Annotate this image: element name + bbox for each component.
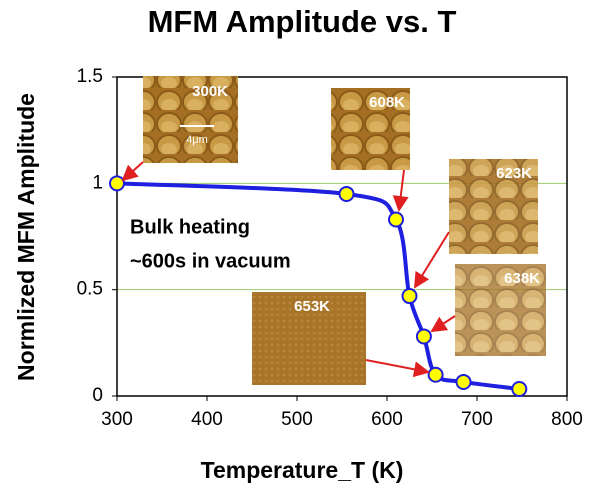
plot-frame xyxy=(116,76,568,397)
y-tick-label: 0.5 xyxy=(77,279,103,300)
chart-title: MFM Amplitude vs. T xyxy=(148,4,457,39)
x-tick-label: 300 xyxy=(101,409,133,430)
inset-image xyxy=(252,292,366,385)
y-tick-label: 1.5 xyxy=(77,66,103,87)
inset-image xyxy=(449,159,538,254)
inset-image xyxy=(331,88,410,170)
annotation: ~600s in vacuum xyxy=(130,250,291,272)
x-tick-label: 500 xyxy=(281,409,313,430)
annotation: 608K xyxy=(369,94,405,111)
marker xyxy=(388,211,404,228)
marker xyxy=(109,175,125,192)
annotation: 623K xyxy=(496,165,532,182)
x-axis-label: Temperature_T (K) xyxy=(201,457,404,483)
marker xyxy=(338,185,355,202)
x-tick-label: 700 xyxy=(461,409,493,430)
annotation: 300K xyxy=(192,83,228,100)
marker xyxy=(455,373,472,390)
y-tick-label: 1 xyxy=(92,172,103,193)
annotation: 4μm xyxy=(186,134,208,146)
x-tick-label: 400 xyxy=(191,409,223,430)
x-tick-label: 800 xyxy=(551,409,583,430)
x-tick-label: 600 xyxy=(371,409,403,430)
arrows xyxy=(121,161,456,378)
marker xyxy=(401,288,418,305)
marker xyxy=(427,366,444,383)
y-tick-label: 0 xyxy=(92,385,103,406)
insets: 300K 4μm 608K 623K 638K 653K xyxy=(121,76,546,385)
marker xyxy=(415,328,432,345)
inset-image xyxy=(143,76,238,163)
annotation: Bulk heating xyxy=(130,216,250,238)
annotation: 653K xyxy=(294,298,330,315)
inset-image xyxy=(455,264,546,356)
y-axis-label: Normlized MFM Amplitude xyxy=(13,93,39,381)
marker xyxy=(511,380,528,397)
annotation: 638K xyxy=(504,270,540,287)
